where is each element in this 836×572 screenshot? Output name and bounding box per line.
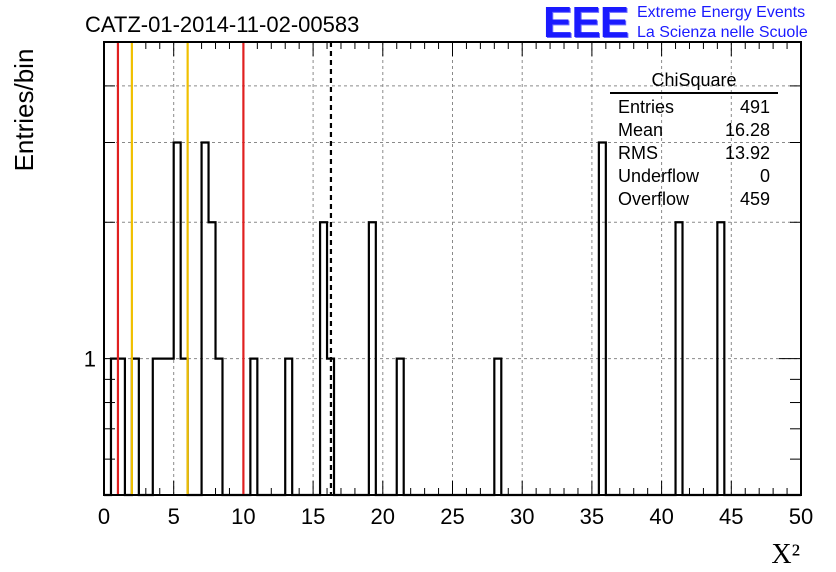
x-tick-label: 5 (168, 504, 180, 529)
x-tick-label: 45 (719, 504, 743, 529)
stats-value: 459 (739, 189, 770, 209)
x-tick-label: 35 (580, 504, 604, 529)
plot-frame (103, 41, 802, 496)
x-tick-label: 20 (371, 504, 395, 529)
stats-row-rms: RMS 13.92 (610, 142, 778, 165)
stats-row-entries: Entries 491 (610, 96, 778, 119)
stats-label: Entries (618, 97, 675, 117)
stats-row-underflow: Underflow 0 (610, 165, 778, 188)
stats-row-overflow: Overflow 459 (610, 188, 778, 211)
x-axis-label: X² (771, 539, 800, 570)
x-tick-label: 50 (789, 504, 813, 529)
x-tick-label: 10 (231, 504, 255, 529)
stats-value: 0 (759, 166, 770, 186)
stats-value: 491 (739, 97, 770, 117)
logo-line2: La Scienza nelle Scuole (637, 24, 808, 41)
stats-title: ChiSquare (610, 70, 778, 94)
stats-value: 13.92 (724, 143, 770, 163)
stats-label: Mean (618, 120, 664, 140)
logo-line1: Extreme Energy Events (637, 4, 806, 21)
stats-box: ChiSquare Entries 491 Mean 16.28 RMS 13.… (610, 70, 778, 211)
y-axis-label: Entries/bin (9, 49, 39, 172)
stats-label: RMS (618, 143, 658, 163)
logo-mark: EEE (543, 0, 629, 47)
x-tick-labels: 0 5 10 15 20 25 30 35 40 45 50 (98, 504, 813, 529)
x-tick-label: 0 (98, 504, 110, 529)
x-tick-label: 30 (510, 504, 534, 529)
y-tick-labels: 1 (84, 347, 96, 372)
histogram-bin (167, 359, 174, 495)
stats-label: Underflow (618, 166, 700, 186)
stats-value: 16.28 (724, 120, 770, 140)
x-tick-label: 25 (440, 504, 464, 529)
x-tick-label: 15 (301, 504, 325, 529)
x-tick-label: 40 (649, 504, 673, 529)
histogram-bin (160, 359, 167, 495)
y-tick-label: 1 (84, 347, 96, 372)
stats-row-mean: Mean 16.28 (610, 119, 778, 142)
chart-title: CATZ-01-2014-11-02-00583 (85, 12, 360, 37)
reference-lines (116, 42, 333, 495)
stats-label: Overflow (618, 189, 690, 209)
